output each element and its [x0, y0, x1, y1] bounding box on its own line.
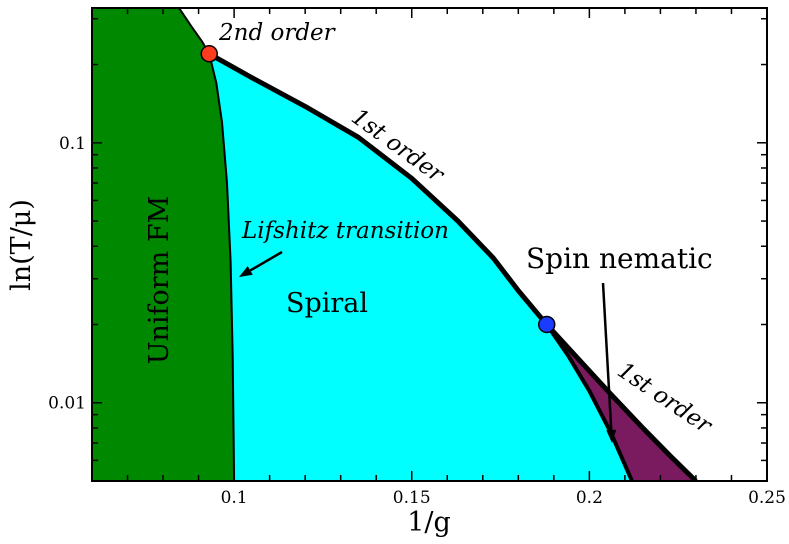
- region-spiral: [209, 53, 632, 481]
- region-label-spiral: Spiral: [286, 288, 368, 319]
- first-order-line-lower: [544, 322, 698, 481]
- y-tick-label: 0.1: [59, 134, 86, 154]
- annotation-lifshitz: Lifshitz transition: [241, 218, 449, 244]
- axes-frame: 0.1 0.15 0.2 0.25 0.01 0.1: [48, 7, 786, 508]
- spiral-nematic-line: [545, 323, 634, 481]
- second-order-point: [200, 45, 218, 63]
- region-spin-nematic: [546, 324, 696, 481]
- annotation-spin-nematic: Spin nematic: [526, 242, 713, 275]
- x-tick-label: 0.1: [221, 488, 248, 508]
- x-tick-label: 0.2: [576, 488, 603, 508]
- spin-nematic-arrow: [601, 282, 617, 443]
- y-tick-label: 0.01: [48, 394, 86, 414]
- lifshitz-arrow: [239, 250, 283, 277]
- y-axis-title: ln(T/μ): [6, 199, 37, 291]
- x-tick-label: 0.15: [393, 488, 431, 508]
- first-order-line-upper: [207, 51, 549, 327]
- region-label-uniform-fm: Uniform FM: [144, 196, 175, 365]
- x-tick-label: 0.25: [748, 488, 786, 508]
- x-axis-title: 1/g: [407, 507, 451, 538]
- lifshitz-line: [178, 8, 236, 481]
- tricritical-point: [537, 315, 556, 334]
- annotation-2nd-order: 2nd order: [218, 20, 337, 46]
- region-uniform-fm: [92, 8, 235, 481]
- plot-frame: [91, 7, 768, 482]
- plot-area: [92, 8, 698, 481]
